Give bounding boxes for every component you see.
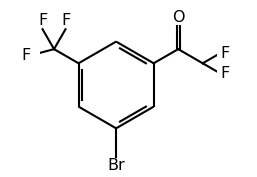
Text: F: F: [221, 46, 230, 61]
Text: Br: Br: [107, 158, 125, 173]
Text: F: F: [221, 66, 230, 81]
Text: F: F: [61, 13, 70, 28]
Text: O: O: [172, 10, 185, 25]
Text: F: F: [22, 48, 31, 63]
Text: F: F: [38, 13, 47, 28]
